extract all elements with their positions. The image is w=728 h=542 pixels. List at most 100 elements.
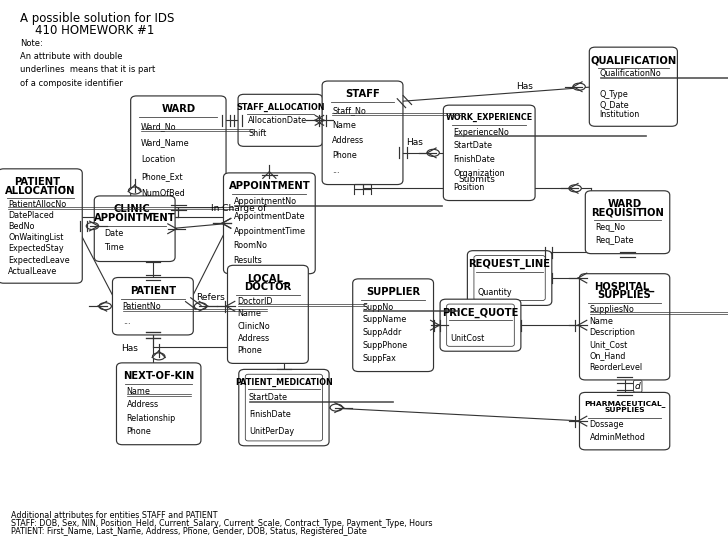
Text: STAFF: DOB, Sex, NIN, Position_Held, Current_Salary, Current_Scale, Contract_Typ: STAFF: DOB, Sex, NIN, Position_Held, Cur…	[11, 519, 432, 528]
Text: Address: Address	[237, 334, 270, 343]
Text: Phone: Phone	[237, 346, 262, 356]
Text: REQUISITION: REQUISITION	[591, 208, 664, 217]
Text: In Charge of: In Charge of	[210, 204, 266, 213]
Text: QUALIFICATION: QUALIFICATION	[590, 55, 676, 65]
Text: PATIENT_MEDICATION: PATIENT_MEDICATION	[235, 377, 333, 386]
FancyBboxPatch shape	[131, 96, 226, 208]
Text: Q_Date: Q_Date	[600, 100, 629, 109]
Text: Submits: Submits	[459, 175, 495, 184]
Ellipse shape	[129, 187, 141, 194]
Text: RoomNo: RoomNo	[234, 241, 268, 250]
FancyBboxPatch shape	[95, 196, 175, 262]
Text: Req_No: Req_No	[596, 223, 625, 232]
Text: On_Hand: On_Hand	[590, 352, 626, 360]
Text: ...: ...	[332, 166, 340, 175]
Text: SuppNo: SuppNo	[363, 302, 394, 312]
Text: SuppFax: SuppFax	[363, 354, 397, 363]
Text: PATIENT: PATIENT	[130, 286, 176, 295]
Text: AllocationDate: AllocationDate	[248, 116, 307, 125]
Text: DatePlaced: DatePlaced	[8, 211, 54, 220]
Text: APPOINTMENT: APPOINTMENT	[94, 212, 175, 223]
Text: PATIENT: First_Name, Last_Name, Address, Phone, Gender, DOB, Status, Registered_: PATIENT: First_Name, Last_Name, Address,…	[11, 527, 367, 536]
Ellipse shape	[153, 353, 165, 360]
Text: WARD: WARD	[162, 104, 195, 114]
FancyBboxPatch shape	[579, 392, 670, 450]
Text: d: d	[635, 382, 641, 391]
Text: PRICE_QUOTE: PRICE_QUOTE	[443, 307, 518, 318]
Text: Relationship: Relationship	[127, 414, 176, 423]
Text: NEXT-OF-KIN: NEXT-OF-KIN	[123, 371, 194, 381]
Text: ClinicNo: ClinicNo	[237, 322, 270, 331]
Text: CLINIC_: CLINIC_	[114, 204, 156, 214]
Text: Address: Address	[127, 400, 159, 409]
Text: REQUEST_LINE: REQUEST_LINE	[469, 259, 550, 269]
FancyBboxPatch shape	[223, 173, 315, 274]
FancyBboxPatch shape	[585, 191, 670, 254]
Text: Has: Has	[515, 82, 533, 91]
Text: QualificationNo: QualificationNo	[600, 69, 661, 79]
Text: AppointmentTime: AppointmentTime	[234, 227, 306, 236]
Text: StartDate: StartDate	[454, 141, 493, 151]
Text: Has: Has	[122, 344, 138, 353]
Text: UnitCost: UnitCost	[450, 334, 485, 343]
Text: HOSPITAL_: HOSPITAL_	[595, 282, 654, 292]
Text: APPOINTMENT: APPOINTMENT	[229, 181, 310, 191]
Text: Phone: Phone	[127, 427, 151, 436]
Text: Name: Name	[332, 121, 356, 130]
Text: SuppPhone: SuppPhone	[363, 341, 408, 350]
FancyBboxPatch shape	[353, 279, 434, 372]
Text: Address: Address	[332, 136, 365, 145]
Text: Phone: Phone	[332, 151, 357, 160]
FancyBboxPatch shape	[112, 278, 193, 335]
Text: Organization: Organization	[454, 169, 505, 178]
Text: PHARMACEUTICAL_: PHARMACEUTICAL_	[584, 401, 665, 408]
Text: UnitPerDay: UnitPerDay	[249, 427, 294, 436]
Text: Time: Time	[105, 243, 124, 253]
Text: AdminMethod: AdminMethod	[590, 433, 646, 442]
FancyBboxPatch shape	[467, 250, 552, 306]
Text: Results: Results	[234, 256, 262, 264]
Text: Position: Position	[454, 183, 485, 192]
Text: ReorderLevel: ReorderLevel	[590, 363, 643, 372]
Ellipse shape	[569, 185, 581, 192]
Text: DOCTOR: DOCTOR	[245, 282, 291, 292]
FancyBboxPatch shape	[227, 266, 309, 364]
Ellipse shape	[99, 302, 111, 310]
Ellipse shape	[194, 302, 207, 310]
FancyBboxPatch shape	[443, 105, 535, 201]
FancyBboxPatch shape	[239, 370, 329, 446]
FancyBboxPatch shape	[590, 47, 678, 126]
Text: PATIENT_: PATIENT_	[15, 177, 66, 187]
Text: STAFF_ALLOCATION: STAFF_ALLOCATION	[236, 102, 325, 112]
Text: SUPPLIES: SUPPLIES	[598, 291, 652, 300]
Text: Institution: Institution	[600, 110, 640, 119]
Text: ExpectedStay: ExpectedStay	[8, 244, 63, 254]
FancyBboxPatch shape	[116, 363, 201, 444]
Text: ActualLeave: ActualLeave	[8, 267, 58, 276]
FancyBboxPatch shape	[440, 299, 521, 351]
Text: AppointmentNo: AppointmentNo	[234, 197, 297, 207]
Text: DoctorID: DoctorID	[237, 297, 273, 306]
Text: NumOfBed: NumOfBed	[141, 189, 185, 197]
Text: Phone_Ext: Phone_Ext	[141, 172, 183, 181]
Text: Refers: Refers	[196, 293, 225, 302]
FancyBboxPatch shape	[0, 169, 82, 283]
Text: SUPPLIER: SUPPLIER	[366, 287, 420, 297]
Text: WORK_EXPERIENCE: WORK_EXPERIENCE	[446, 113, 533, 122]
Text: STAFF: STAFF	[345, 89, 380, 99]
Text: Staff_No: Staff_No	[332, 106, 366, 115]
Text: Q_Type: Q_Type	[600, 90, 628, 99]
Text: Unit_Cost: Unit_Cost	[590, 340, 628, 349]
FancyBboxPatch shape	[322, 81, 403, 184]
Text: ...: ...	[122, 317, 130, 326]
Text: OnWaitingList: OnWaitingList	[8, 234, 63, 242]
Ellipse shape	[573, 83, 585, 91]
Text: Name: Name	[590, 317, 614, 326]
Text: Note:
An attribute with double
underlines  means that it is part
of a composite : Note: An attribute with double underline…	[20, 39, 156, 88]
Text: WARD_: WARD_	[608, 199, 647, 209]
Text: Location: Location	[141, 155, 175, 164]
Text: BedNo: BedNo	[8, 222, 34, 231]
Text: SUPPLIES: SUPPLIES	[604, 407, 645, 413]
Text: Name: Name	[237, 309, 261, 319]
Text: PatientAllocNo: PatientAllocNo	[8, 200, 66, 209]
